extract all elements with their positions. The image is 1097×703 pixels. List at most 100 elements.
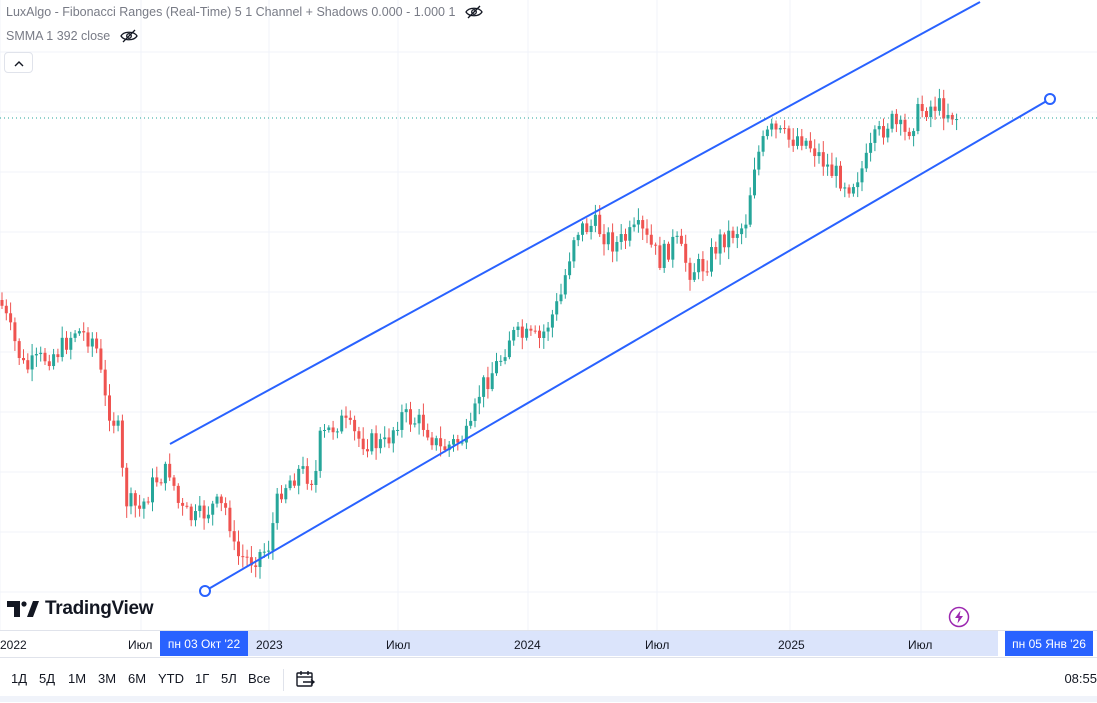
eye-crossed-icon[interactable] (120, 29, 138, 43)
candle-down (950, 114, 954, 120)
range-button-5d[interactable]: 5Д (39, 671, 56, 686)
eye-crossed-icon[interactable] (465, 5, 484, 19)
candle-down (882, 126, 885, 138)
candle-down (4, 305, 8, 314)
candle-up (576, 234, 580, 241)
candle-up (697, 258, 701, 273)
candle-up (834, 165, 838, 176)
candle-up (955, 119, 959, 121)
candle-down (529, 328, 533, 331)
candle-up (778, 128, 782, 130)
candle-down (520, 326, 524, 338)
legend-indicator-2[interactable]: SMMA 1 392 close (6, 29, 138, 43)
candle-down (159, 482, 163, 484)
candle-up (142, 501, 146, 509)
candle-up (60, 337, 64, 358)
time-axis-label: 2025 (778, 638, 805, 652)
legend-indicator-1[interactable]: LuxAlgo - Fibonacci Ranges (Real-Time) 5… (6, 5, 484, 19)
candle-up (748, 195, 752, 225)
parallel-channel[interactable] (169, 1, 1056, 597)
channel-anchor-start[interactable] (199, 585, 211, 597)
time-badge-start: пн 03 Окт '22 (160, 631, 248, 656)
candle-up (391, 430, 395, 444)
candle-up (284, 488, 288, 500)
candle-up (877, 126, 881, 130)
candle-down (103, 369, 107, 396)
candle-up (417, 414, 421, 424)
candle-up (323, 430, 326, 432)
candle-down (791, 139, 795, 146)
candle-down (344, 415, 348, 418)
candle-up (404, 409, 408, 413)
candle-down (598, 214, 602, 235)
candle-up (593, 214, 597, 226)
candle-down (202, 505, 206, 519)
tradingview-logo[interactable]: TradingView (7, 598, 154, 620)
candle-up (873, 129, 877, 143)
lightning-icon[interactable] (948, 606, 970, 628)
candle-up (735, 234, 739, 238)
candle-up (288, 480, 292, 489)
candle-down (146, 501, 150, 503)
candle-up (757, 151, 761, 170)
candle-up (211, 503, 215, 515)
time-axis-label: Июл (386, 638, 411, 652)
candle-up (615, 241, 619, 252)
candle-down (82, 331, 86, 333)
candle-up (692, 272, 696, 280)
candle-up (30, 355, 34, 370)
candle-down (774, 123, 778, 130)
candle-up (890, 113, 894, 129)
channel-anchor-end[interactable] (1044, 93, 1056, 105)
candle-up (262, 551, 266, 553)
candle-up (503, 357, 507, 361)
candle-down (421, 414, 425, 430)
time-axis[interactable]: 2022 Июл 2023 Июл 2024 Июл 2025 Июл пн 0… (0, 630, 1097, 657)
candle-up (572, 240, 576, 262)
range-button-1y[interactable]: 1Г (195, 671, 210, 686)
channel-upper-line[interactable] (169, 1, 981, 445)
price-chart[interactable] (0, 0, 1097, 630)
candle-up (869, 142, 873, 153)
candle-down (649, 234, 653, 245)
calendar-goto-icon[interactable] (294, 668, 316, 690)
candle-up (163, 463, 167, 484)
candle-up (396, 429, 400, 431)
clock-time[interactable]: 08:55 (1064, 671, 1097, 686)
candle-up (499, 360, 503, 362)
candle-down (99, 348, 103, 370)
candle-down (245, 556, 249, 558)
candle-down (722, 234, 726, 248)
bottom-strip (0, 696, 1097, 702)
candle-up (744, 224, 748, 229)
range-button-5y[interactable]: 5Л (221, 671, 237, 686)
candle-down (645, 228, 649, 235)
candle-down (168, 463, 172, 478)
range-button-ytd[interactable]: YTD (158, 671, 184, 686)
range-button-6m[interactable]: 6М (128, 671, 147, 686)
candle-up (271, 523, 275, 551)
legend-collapse-button[interactable] (4, 52, 33, 73)
candle-down (108, 395, 111, 421)
candle-down (456, 439, 460, 443)
candle-up (267, 550, 271, 552)
candle-down (185, 505, 189, 507)
range-button-3m[interactable]: 3М (98, 671, 117, 686)
candle-up (770, 123, 774, 130)
range-button-1d[interactable]: 1Д (11, 671, 28, 686)
candle-up (555, 301, 559, 315)
candle-up (568, 261, 572, 276)
range-button-1m[interactable]: 1М (68, 671, 87, 686)
candle-up (73, 333, 77, 338)
candle-up (490, 373, 494, 390)
channel-lower-line[interactable] (204, 98, 1051, 592)
legend-indicator-2-label: SMMA 1 392 close (6, 29, 111, 43)
candle-down (667, 243, 670, 260)
candle-down (688, 262, 692, 280)
candle-up (761, 136, 765, 152)
candle-down (9, 313, 13, 323)
range-button-all[interactable]: Все (248, 671, 271, 686)
candle-down (112, 420, 116, 426)
time-axis-label: 2022 (0, 638, 27, 652)
candle-down (705, 271, 709, 273)
